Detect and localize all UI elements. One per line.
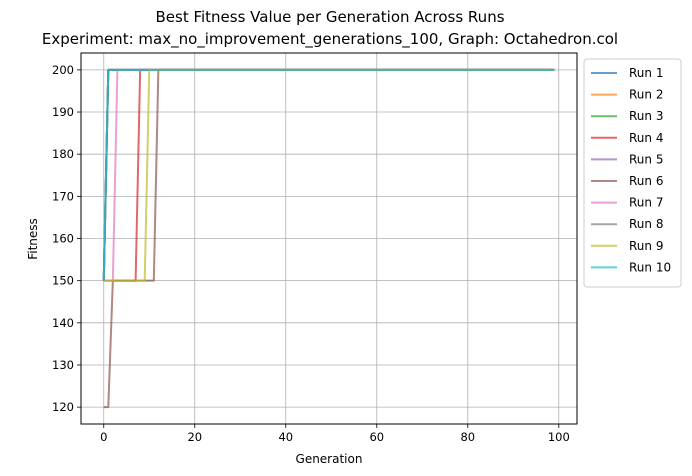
y-tick-label: 170 [52,189,74,203]
y-tick-label: 120 [52,400,74,414]
chart-title: Best Fitness Value per Generation Across… [155,8,504,26]
series-line-run-7 [103,68,555,282]
series-line-run-2 [102,68,555,281]
x-tick-label: 20 [187,430,202,444]
y-tick-label: 190 [52,105,74,119]
x-tick-label: 0 [100,430,107,444]
y-tick-label: 200 [52,63,74,77]
x-tick-label: 40 [278,430,293,444]
x-tick-label: 100 [548,430,570,444]
y-axis-label: Fitness [26,218,40,260]
series-line-run-3 [102,68,555,281]
x-tick-label: 80 [460,430,475,444]
plot-frame [80,52,578,425]
legend-label: Run 9 [629,239,663,253]
series-lines [102,68,555,409]
y-tick-label: 160 [52,232,74,246]
legend-label: Run 4 [629,131,663,145]
series-line-run-5 [102,68,555,281]
legend-label: Run 8 [629,217,663,231]
legend-label: Run 10 [629,260,671,274]
legend-label: Run 2 [629,88,663,102]
series-line-run-1 [102,68,555,281]
y-tick-label: 140 [52,316,74,330]
gridlines [81,53,577,424]
legend: Run 1 Run 2 Run 3 Run 4 Run 5 Run 6 Run 7 Run 8… [583,58,682,288]
chart-subtitle: Experiment: max_no_improvement_generatio… [42,30,618,49]
legend-label: Run 1 [629,66,663,80]
axis-ticks: 0 20 40 60 80 100 120 130 140 150 160 170 180 190 200 [52,63,570,444]
x-tick-label: 60 [369,430,384,444]
y-tick-label: 150 [52,274,74,288]
y-tick-label: 130 [52,358,74,372]
legend-label: Run 3 [629,109,663,123]
series-line-run-8 [102,68,555,281]
series-line-run-9 [103,68,555,282]
legend-label: Run 5 [629,152,663,166]
series-line-run-4 [103,68,555,282]
legend-label: Run 6 [629,174,663,188]
y-tick-label: 180 [52,147,74,161]
x-axis-label: Generation [296,452,363,466]
legend-label: Run 7 [629,196,663,210]
series-line-run-10 [102,68,555,281]
